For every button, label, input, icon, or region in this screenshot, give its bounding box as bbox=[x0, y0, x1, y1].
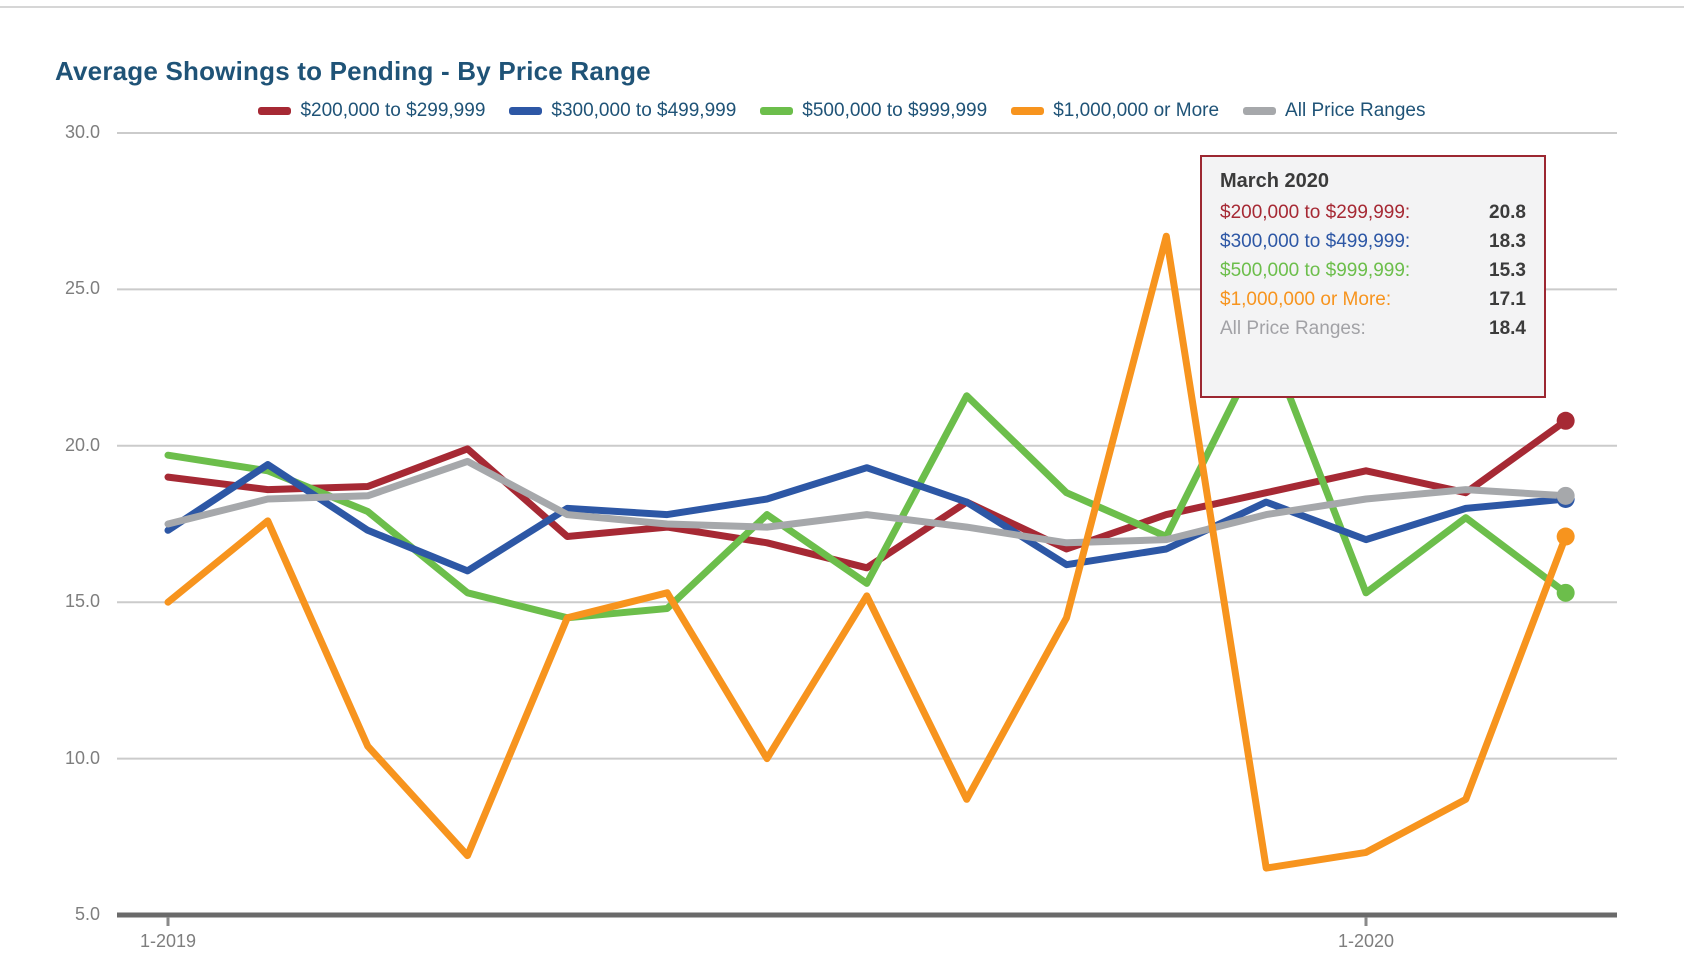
y-axis-label-25.0: 25.0 bbox=[64, 278, 100, 299]
x-axis-label-1-2019: 1-2019 bbox=[139, 931, 197, 951]
legend-label: $1,000,000 or More bbox=[1053, 100, 1220, 121]
legend-item-500-000-to-999-999[interactable]: $500,000 to $999,999 bbox=[760, 100, 987, 122]
tooltip-row: $300,000 to $499,999: 18.3 bbox=[1220, 231, 1526, 253]
y-axis-label-20.0: 20.0 bbox=[64, 434, 100, 455]
x-axis-label-1-2020: 1-2020 bbox=[1337, 931, 1395, 951]
legend-item-200-000-to-299-999[interactable]: $200,000 to $299,999 bbox=[258, 100, 485, 122]
legend-dash-icon bbox=[258, 107, 292, 115]
tooltip-row-value: 15.3 bbox=[1489, 260, 1526, 281]
legend-dash-icon bbox=[1243, 107, 1277, 115]
legend-dash-icon bbox=[1011, 107, 1045, 115]
tooltip-row: $200,000 to $299,999: 20.8 bbox=[1220, 202, 1526, 224]
chart-tooltip: March 2020 $200,000 to $299,999: 20.8 $300… bbox=[1200, 155, 1546, 398]
tooltip-row: All Price Ranges: 18.4 bbox=[1220, 318, 1526, 340]
tooltip-row: $500,000 to $999,999: 15.3 bbox=[1220, 260, 1526, 282]
legend-label: $200,000 to $299,999 bbox=[300, 100, 486, 121]
tooltip-row-value: 18.4 bbox=[1489, 318, 1526, 339]
tooltip-row-label: $500,000 to $999,999: bbox=[1220, 260, 1411, 281]
tooltip-row-label: $200,000 to $299,999: bbox=[1220, 202, 1411, 223]
legend-dash-icon bbox=[509, 107, 543, 115]
tooltip-rows: $200,000 to $299,999: 20.8 $300,000 to $49… bbox=[1220, 202, 1526, 340]
legend-label: All Price Ranges bbox=[1285, 100, 1426, 121]
series-line-all-price-ranges[interactable] bbox=[164, 457, 1570, 547]
tooltip-row-label: $300,000 to $499,999: bbox=[1220, 231, 1411, 252]
legend-item-1-000-000-or-more[interactable]: $1,000,000 or More bbox=[1011, 100, 1219, 122]
tooltip-title: March 2020 bbox=[1220, 170, 1329, 192]
y-axis-label-5.0: 5.0 bbox=[74, 904, 100, 924]
chart-title: Average Showings to Pending - By Price R… bbox=[55, 56, 651, 86]
series-line-1-000-000-or-more[interactable] bbox=[164, 232, 1570, 872]
end-dot-200-000-to-299-999[interactable] bbox=[1556, 411, 1575, 430]
y-axis-label-30.0: 30.0 bbox=[64, 122, 100, 142]
series-line-300-000-to-499-999[interactable] bbox=[164, 461, 1570, 575]
legend-label: $500,000 to $999,999 bbox=[802, 100, 988, 121]
tooltip-row-value: 18.3 bbox=[1489, 231, 1526, 252]
top-divider bbox=[0, 6, 1684, 8]
tooltip-row-label: $1,000,000 or More: bbox=[1220, 289, 1392, 310]
series-line-200-000-to-299-999[interactable] bbox=[164, 417, 1570, 572]
legend-item-300-000-to-499-999[interactable]: $300,000 to $499,999 bbox=[509, 100, 736, 122]
legend-label: $300,000 to $499,999 bbox=[551, 100, 737, 121]
y-axis-label-15.0: 15.0 bbox=[64, 591, 100, 612]
tooltip-row: $1,000,000 or More: 17.1 bbox=[1220, 289, 1526, 311]
y-axis-label-10.0: 10.0 bbox=[64, 747, 100, 768]
tooltip-row-value: 17.1 bbox=[1489, 289, 1526, 310]
tooltip-row-label: All Price Ranges: bbox=[1220, 318, 1366, 339]
end-dot-500-000-to-999-999[interactable] bbox=[1556, 583, 1575, 602]
legend-dash-icon bbox=[760, 107, 794, 115]
end-dot-all-price-ranges[interactable] bbox=[1556, 486, 1575, 505]
tooltip-row-value: 20.8 bbox=[1489, 202, 1526, 223]
chart-legend: $200,000 to $299,999 $300,000 to $499,999… bbox=[0, 96, 1684, 126]
legend-item-all-price-ranges[interactable]: All Price Ranges bbox=[1243, 100, 1426, 122]
end-dot-1-000-000-or-more[interactable] bbox=[1556, 527, 1575, 546]
